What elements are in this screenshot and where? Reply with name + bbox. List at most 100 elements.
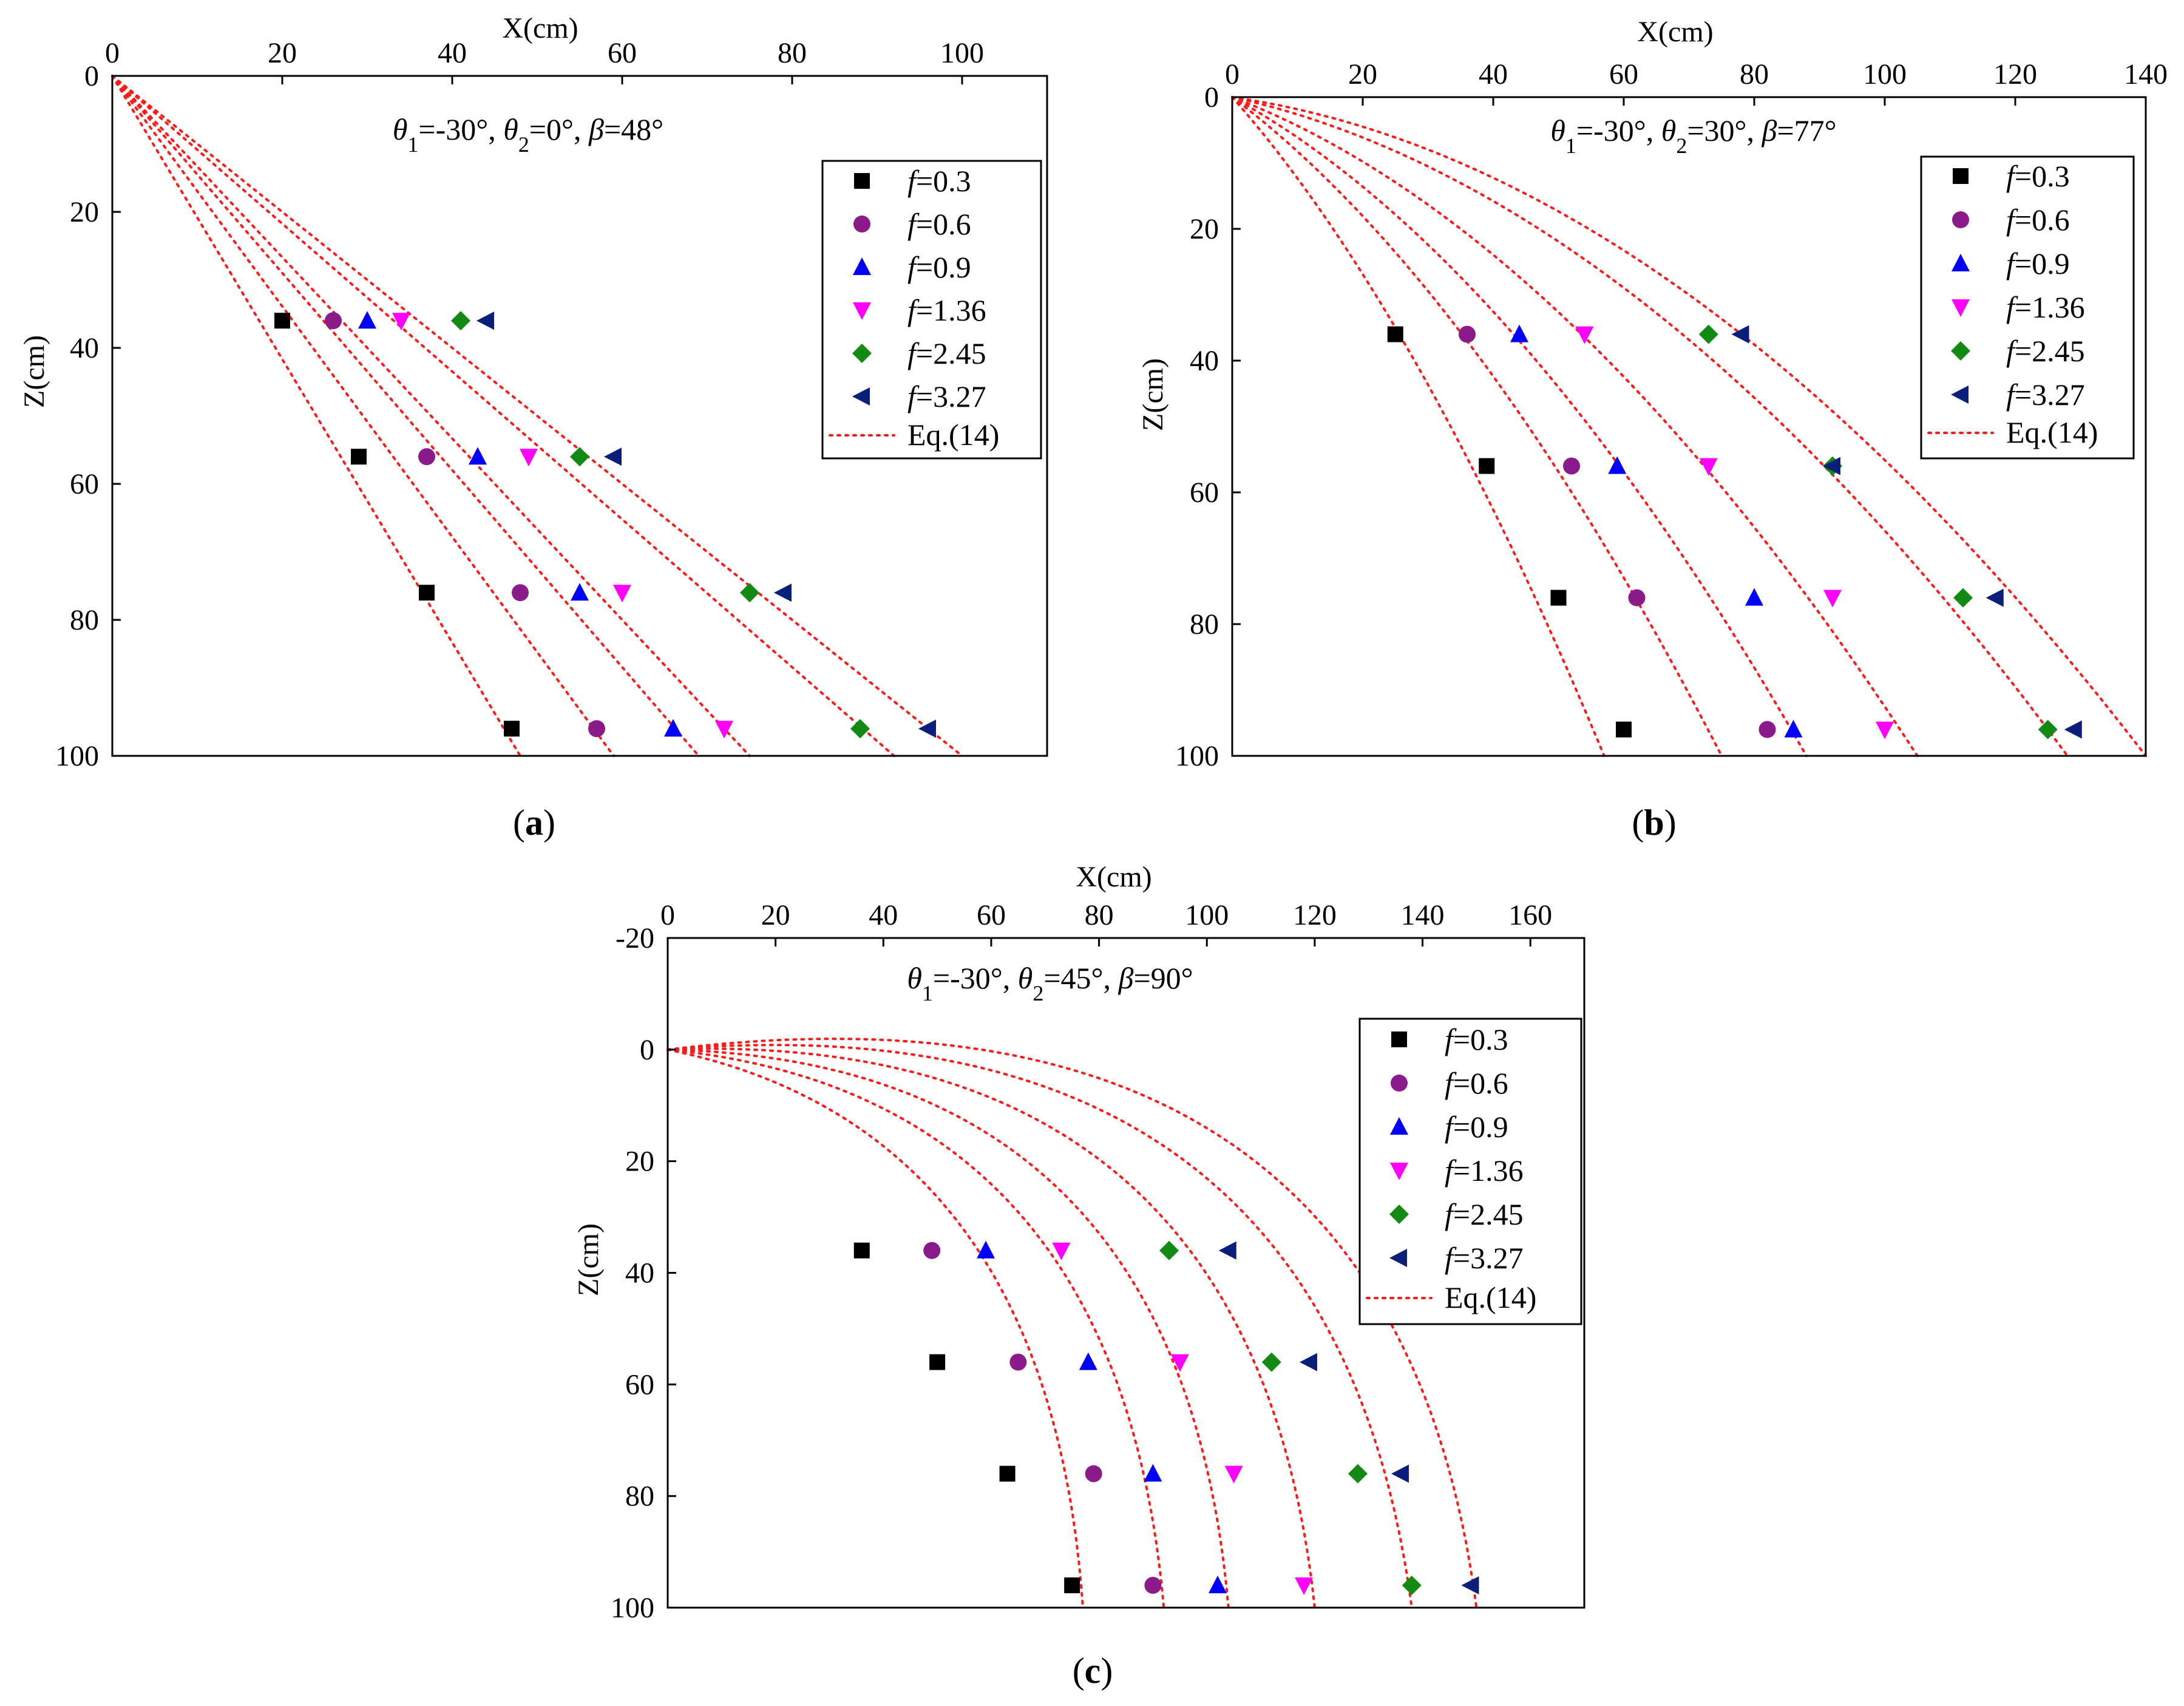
fit-curve-b-3 <box>1231 96 1808 757</box>
y-tick-label: 100 <box>611 1592 654 1624</box>
theta2-value: =30°, <box>1687 114 1762 148</box>
plot-frame-a <box>111 75 1048 757</box>
legend-marker-a-4 <box>853 302 871 320</box>
y-tick-label: 60 <box>625 1368 654 1401</box>
data-point-b-s6-4 <box>2064 720 2082 739</box>
data-point-c-s3-1 <box>977 1240 995 1259</box>
panel-parameters-title: θ1=-30°, θ2=45°, β=90° <box>907 961 1193 1005</box>
data-point-b-s5-4 <box>2038 719 2058 739</box>
y-tick-label: 80 <box>625 1480 654 1512</box>
panel-parameters-title: θ1=-30°, θ2=30°, β=77° <box>1550 114 1836 158</box>
theta1-subscript: 1 <box>407 132 418 157</box>
legend-entry-c-2: f=0.6 <box>1445 1066 1508 1100</box>
fit-curve-a-4 <box>111 75 751 757</box>
data-point-b-s3-4 <box>1784 719 1803 738</box>
theta2-subscript: 2 <box>1033 981 1043 1005</box>
subfigure-label-a: (a) <box>513 803 555 843</box>
y-tick-label: 40 <box>1190 345 1219 377</box>
x-tick-label: 60 <box>977 899 1006 931</box>
data-point-b-s3-1 <box>1510 324 1528 342</box>
legend-f-value: =0.9 <box>2015 246 2070 280</box>
legend-marker-a-1 <box>854 173 870 189</box>
data-point-a-s6-3 <box>774 583 792 602</box>
fit-curve-c-2 <box>666 1048 1165 1609</box>
theta2-symbol: θ <box>503 112 518 146</box>
y-tick-label: 60 <box>1190 477 1219 509</box>
data-point-a-s2-4 <box>588 720 605 738</box>
data-point-b-s1-3 <box>1550 590 1567 606</box>
data-point-c-s6-3 <box>1391 1464 1409 1483</box>
legend-f-value: =0.6 <box>1453 1066 1508 1100</box>
data-point-c-s4-2 <box>1170 1354 1189 1372</box>
legend-marker-c-2 <box>1391 1075 1408 1092</box>
data-point-b-s4-1 <box>1575 326 1594 344</box>
x-axis-label: X(cm) <box>502 12 578 44</box>
y-tick-label: 20 <box>1190 213 1219 245</box>
legend-marker-a-3 <box>853 257 871 275</box>
data-point-c-s6-2 <box>1300 1353 1317 1371</box>
data-point-b-s1-4 <box>1616 721 1632 738</box>
panel-parameters-title: θ1=-30°, θ2=0°, β=48° <box>393 112 663 157</box>
panel-b: 0 20 40 60 80 100 120 140 0 20 40 60 80 100 X(cm) Z(cm)… <box>1137 16 2168 843</box>
x-tick-label: 40 <box>869 899 898 931</box>
data-point-b-s2-3 <box>1628 589 1646 607</box>
data-point-b-s3-3 <box>1745 588 1763 606</box>
x-tick-label: 40 <box>438 37 467 69</box>
data-point-a-s2-3 <box>512 584 529 602</box>
data-point-c-s2-3 <box>1085 1465 1102 1483</box>
theta1-value: =-30°, <box>933 961 1018 995</box>
fit-curve-c-3 <box>666 1048 1230 1609</box>
theta1-symbol: θ <box>393 112 408 146</box>
x-tick-label: 80 <box>1085 899 1114 931</box>
beta-symbol: β <box>588 112 604 146</box>
legend-f-value: =1.36 <box>916 293 986 327</box>
data-point-b-s2-2 <box>1563 457 1580 475</box>
theta1-value: =-30°, <box>418 112 503 146</box>
legend-marker-b-6 <box>1951 386 1969 404</box>
y-tick-label: 80 <box>1190 608 1219 641</box>
legend-f-value: =2.45 <box>1453 1197 1524 1231</box>
fit-curve-b-2 <box>1231 96 1723 757</box>
panel-c: 0 20 40 60 80 100 120 140 160-20020406080100X(cm… <box>572 861 1585 1691</box>
y-tick-label: 40 <box>70 332 99 364</box>
data-point-b-s6-1 <box>1731 325 1749 344</box>
data-point-a-s4-2 <box>520 449 538 467</box>
y-tick-label: 0 <box>1204 81 1219 114</box>
subfigure-label-b: (b) <box>1632 803 1676 843</box>
x-tick-label: 20 <box>268 37 297 69</box>
x-tick-label: 60 <box>1609 58 1638 90</box>
y-tick-label: 20 <box>625 1146 654 1178</box>
data-point-b-s2-4 <box>1758 721 1776 738</box>
legend-marker-c-3 <box>1390 1117 1408 1135</box>
x-tick-label: 140 <box>2124 58 2168 90</box>
y-tick-label: 80 <box>70 604 99 636</box>
data-point-b-s4-2 <box>1699 458 1718 476</box>
data-point-a-s5-2 <box>570 447 589 467</box>
theta2-value: =0°, <box>529 112 589 146</box>
beta-value: =77° <box>1777 114 1836 148</box>
y-tick-label: 100 <box>1175 740 1219 772</box>
subfigure-label-c: (c) <box>1073 1651 1113 1691</box>
legend-f-value: =1.36 <box>2015 290 2085 324</box>
y-tick-label: 60 <box>70 468 99 500</box>
fit-curve-a-5 <box>111 75 895 757</box>
legend-entry-c-3: f=0.9 <box>1445 1110 1508 1144</box>
y-tick-label: 0 <box>84 60 99 92</box>
legend-marker-a-2 <box>853 216 870 233</box>
data-point-c-s2-4 <box>1144 1577 1162 1594</box>
legend-entry-b-2: f=0.6 <box>2006 203 2070 237</box>
data-point-b-s1-1 <box>1387 326 1403 342</box>
data-point-a-s4-1 <box>392 313 410 331</box>
data-point-a-s6-4 <box>918 719 936 738</box>
x-tick-label: 80 <box>778 37 807 69</box>
theta2-subscript: 2 <box>1676 134 1687 158</box>
data-point-a-s1-2 <box>351 449 367 465</box>
x-tick-label: 120 <box>1293 899 1337 931</box>
fit-curve-c-4 <box>666 1047 1316 1609</box>
data-point-c-s2-1 <box>923 1242 941 1259</box>
data-point-a-s1-4 <box>504 721 520 737</box>
plot-frame-b <box>1231 96 2147 757</box>
fit-curve-a-2 <box>111 75 615 757</box>
legend-entry-b-3: f=0.9 <box>2006 246 2070 280</box>
data-point-a-s1-3 <box>419 585 435 601</box>
